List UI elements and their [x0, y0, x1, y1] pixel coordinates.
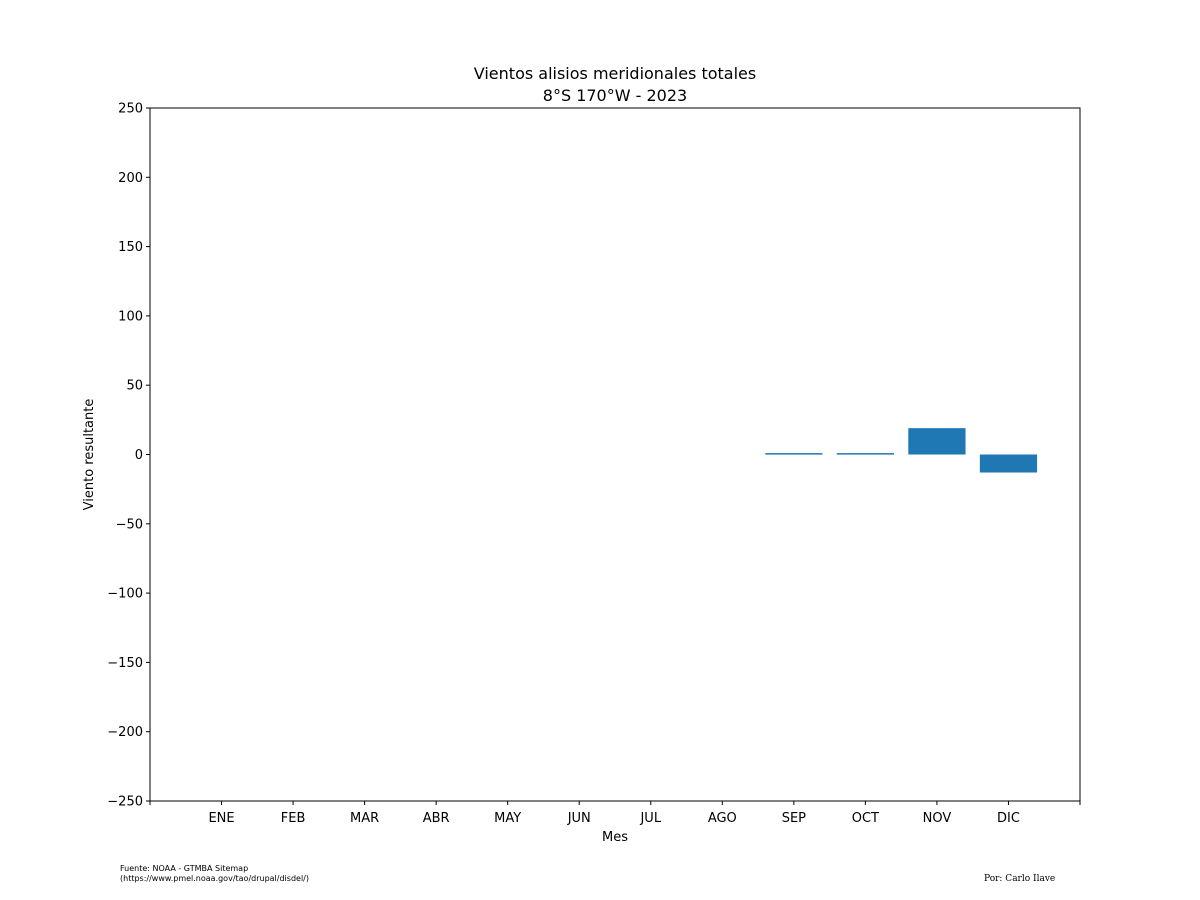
x-tick-label: MAR: [350, 811, 379, 826]
x-tick-label: DIC: [997, 811, 1020, 826]
bar: [765, 453, 823, 455]
y-tick-label: −150: [107, 656, 143, 671]
x-tick-label: MAY: [494, 811, 521, 826]
chart-subtitle: 8°S 170°W - 2023: [543, 86, 687, 105]
x-tick-label: JUL: [639, 811, 661, 826]
x-tick-label: FEB: [281, 811, 306, 826]
x-tick-label: JUN: [567, 811, 591, 826]
source-line-1: Fuente: NOAA - GTMBA Sitemap: [120, 864, 249, 873]
bar: [908, 428, 966, 455]
x-tick-label: ENE: [208, 811, 234, 826]
source-note: Fuente: NOAA - GTMBA Sitemap (https://ww…: [120, 864, 309, 884]
y-tick-label: −100: [107, 587, 143, 602]
x-tick-label: AGO: [708, 811, 737, 826]
author-credit: Por: Carlo Ilave: [984, 874, 1056, 884]
source-line-2: (https://www.pmel.noaa.gov/tao/drupal/di…: [120, 874, 309, 883]
y-axis-label: Viento resultante: [82, 399, 97, 511]
y-tick-label: 50: [126, 379, 143, 394]
x-axis: ENE FEB MAR ABR MAY JUN JUL AGO SEP OCT NOV DIC: [149, 801, 1081, 826]
y-tick-label: −50: [116, 517, 143, 532]
x-tick-label: NOV: [923, 811, 952, 826]
x-axis-label: Mes: [602, 830, 628, 845]
chart-title: Vientos alisios meridionales totales: [474, 64, 756, 83]
y-tick-label: 100: [118, 309, 143, 324]
x-tick-label: SEP: [782, 811, 806, 826]
bars-group: [765, 428, 1038, 473]
x-tick-label: OCT: [852, 811, 879, 826]
y-axis: −250 −200 −150 −100 −50 0 50 100 150 200 250: [107, 102, 150, 810]
y-tick-label: 150: [118, 240, 143, 255]
x-tick-label: ABR: [423, 811, 450, 826]
y-tick-label: −250: [107, 795, 143, 810]
plot-frame: [149, 107, 1081, 802]
y-tick-label: 200: [118, 171, 143, 186]
y-tick-label: 0: [135, 448, 143, 463]
y-tick-label: 250: [118, 102, 143, 117]
bar: [979, 454, 1038, 473]
bar: [836, 453, 894, 455]
y-tick-label: −200: [107, 725, 143, 740]
